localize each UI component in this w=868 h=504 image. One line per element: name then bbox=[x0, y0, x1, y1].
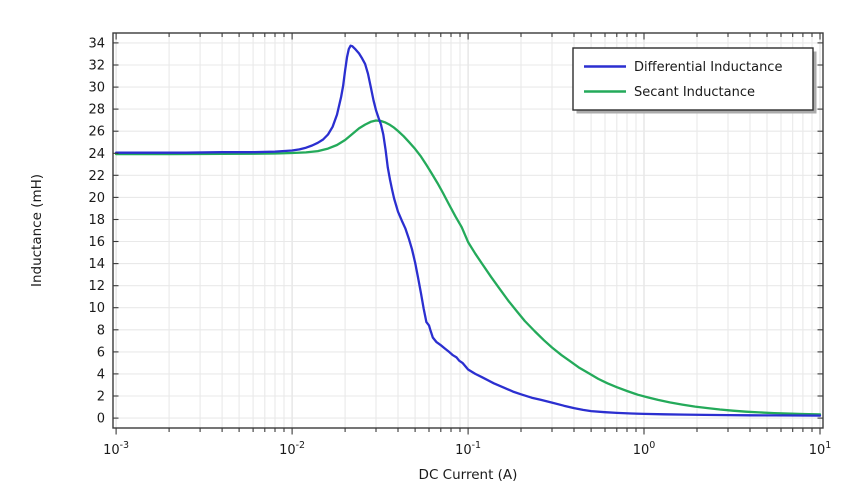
y-tick-label: 8 bbox=[97, 323, 105, 338]
curve-differential-inductance bbox=[114, 44, 822, 417]
legend-box bbox=[572, 47, 814, 111]
y-tick-label: 18 bbox=[88, 213, 105, 228]
legend-label: Secant Inductance bbox=[634, 85, 755, 100]
y-tick-label: 16 bbox=[88, 235, 105, 250]
y-tick-label: 0 bbox=[97, 412, 105, 427]
y-tick-label: 24 bbox=[88, 147, 105, 162]
y-tick-label: 14 bbox=[88, 257, 105, 272]
y-tick-label: 28 bbox=[88, 103, 105, 118]
legend-entry-secant-inductance: Secant Inductance bbox=[584, 85, 755, 100]
y-tick-label: 32 bbox=[88, 59, 105, 74]
y-axis-label: Inductance (mH) bbox=[29, 174, 45, 287]
y-tick-label: 34 bbox=[88, 36, 105, 51]
legend: Differential Inductance Secant Inductance bbox=[572, 47, 817, 114]
y-tick-label: 26 bbox=[88, 125, 105, 140]
y-tick-label: 22 bbox=[88, 169, 105, 184]
y-tick-label: 30 bbox=[88, 81, 105, 96]
y-tick-label: 2 bbox=[97, 390, 105, 405]
legend-entry-differential-inductance: Differential Inductance bbox=[584, 60, 782, 75]
y-tick-label: 4 bbox=[97, 367, 105, 382]
y-tick-label: 6 bbox=[97, 345, 105, 360]
y-tick-label: 20 bbox=[88, 191, 105, 206]
x-axis-label: DC Current (A) bbox=[419, 467, 518, 483]
y-tick-label: 10 bbox=[88, 301, 105, 316]
curve-secant-inductance bbox=[114, 119, 822, 416]
y-tick-label: 12 bbox=[88, 279, 105, 294]
legend-label: Differential Inductance bbox=[634, 60, 782, 75]
